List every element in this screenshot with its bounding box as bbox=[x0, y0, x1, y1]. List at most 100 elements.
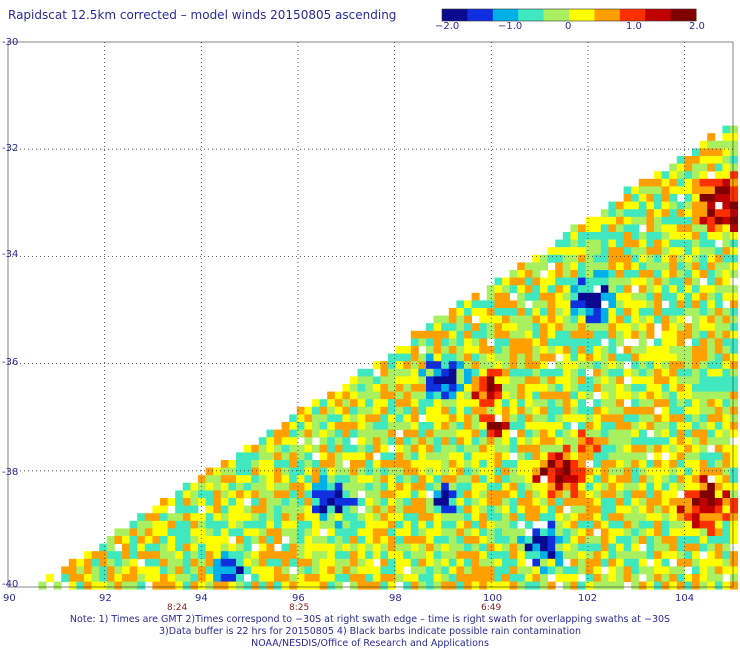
wind-cell bbox=[638, 300, 647, 309]
wind-cell bbox=[380, 490, 389, 499]
wind-cell bbox=[433, 528, 442, 537]
wind-cell bbox=[714, 262, 723, 271]
wind-cell bbox=[471, 406, 480, 415]
wind-cell bbox=[342, 391, 351, 400]
wind-cell bbox=[578, 376, 586, 385]
wind-cell bbox=[661, 406, 670, 415]
wind-cell bbox=[319, 536, 328, 544]
wind-cell bbox=[426, 528, 434, 537]
wind-cell bbox=[585, 558, 594, 567]
wind-cell bbox=[236, 528, 244, 537]
wind-cell bbox=[593, 498, 602, 506]
wind-cell bbox=[692, 528, 700, 537]
wind-cell bbox=[243, 528, 252, 537]
wind-cell bbox=[654, 262, 662, 271]
wind-cell bbox=[152, 520, 161, 529]
wind-cell bbox=[714, 292, 723, 301]
wind-cell bbox=[669, 285, 678, 294]
wind-cell bbox=[395, 513, 404, 522]
wind-cell bbox=[494, 323, 503, 332]
wind-cell bbox=[479, 391, 488, 400]
wind-cell bbox=[517, 285, 526, 294]
wind-cell bbox=[441, 475, 450, 484]
wind-cell bbox=[600, 285, 609, 294]
wind-cell bbox=[600, 209, 609, 218]
wind-cell bbox=[631, 467, 640, 476]
wind-cell bbox=[220, 551, 229, 560]
wind-cell bbox=[395, 490, 404, 499]
wind-cell bbox=[585, 437, 594, 446]
wind-cell bbox=[654, 178, 662, 187]
wind-cell bbox=[714, 505, 723, 514]
wind-cell bbox=[578, 543, 586, 552]
wind-cell bbox=[654, 232, 662, 240]
wind-cell bbox=[547, 300, 556, 309]
wind-cell bbox=[479, 308, 488, 316]
wind-cell bbox=[456, 437, 465, 446]
wind-cell bbox=[547, 277, 556, 286]
wind-cell bbox=[205, 490, 214, 499]
wind-cell bbox=[365, 581, 374, 590]
wind-cell bbox=[616, 460, 624, 468]
wind-cell bbox=[388, 353, 396, 362]
wind-cell bbox=[722, 216, 731, 225]
wind-cell bbox=[243, 444, 252, 453]
wind-cell bbox=[433, 444, 442, 453]
wind-cell bbox=[714, 490, 723, 499]
wind-cell bbox=[570, 239, 579, 248]
wind-cell bbox=[190, 482, 199, 491]
wind-cell bbox=[699, 574, 708, 582]
wind-cell bbox=[692, 216, 700, 225]
wind-cell bbox=[304, 482, 313, 491]
wind-cell bbox=[388, 399, 396, 408]
wind-cell bbox=[616, 498, 624, 506]
wind-cell bbox=[289, 574, 298, 582]
wind-cell bbox=[494, 528, 503, 537]
wind-cell bbox=[600, 216, 609, 225]
wind-cell bbox=[669, 292, 678, 301]
wind-cell bbox=[403, 543, 412, 552]
wind-cell bbox=[714, 566, 723, 575]
wind-cell bbox=[456, 361, 465, 370]
wind-cell bbox=[623, 482, 632, 491]
wind-cell bbox=[433, 437, 442, 446]
wind-cell bbox=[312, 460, 320, 468]
wind-cell bbox=[684, 247, 693, 256]
wind-cell bbox=[654, 505, 662, 514]
wind-cell bbox=[661, 543, 670, 552]
wind-cell bbox=[494, 498, 503, 506]
wind-cell bbox=[692, 277, 700, 286]
wind-cell bbox=[722, 323, 731, 332]
wind-cell bbox=[600, 292, 609, 301]
wind-cell bbox=[357, 422, 366, 430]
wind-cell bbox=[213, 475, 222, 484]
wind-cell bbox=[441, 505, 450, 514]
wind-cell bbox=[692, 194, 700, 202]
wind-cell bbox=[646, 475, 655, 484]
wind-cell bbox=[616, 277, 624, 286]
wind-cell bbox=[304, 490, 313, 499]
wind-cell bbox=[509, 505, 518, 514]
wind-cell bbox=[555, 399, 564, 408]
wind-cell bbox=[502, 444, 510, 453]
wind-cell bbox=[403, 513, 412, 522]
wind-cell bbox=[524, 384, 533, 392]
wind-cell bbox=[684, 444, 693, 453]
wind-cell bbox=[684, 558, 693, 567]
wind-cell bbox=[714, 482, 723, 491]
wind-cell bbox=[182, 490, 191, 499]
wind-cell bbox=[562, 543, 571, 552]
wind-cell bbox=[494, 300, 503, 309]
wind-cell bbox=[692, 156, 700, 164]
wind-cell bbox=[319, 558, 328, 567]
wind-cell bbox=[68, 566, 77, 575]
wind-cell bbox=[236, 467, 244, 476]
wind-cell bbox=[486, 323, 495, 332]
wind-cell bbox=[707, 361, 716, 370]
wind-cell bbox=[365, 399, 374, 408]
wind-cell bbox=[714, 338, 723, 347]
wind-cell bbox=[137, 543, 146, 552]
wind-cell bbox=[509, 513, 518, 522]
wind-cell bbox=[441, 368, 450, 377]
wind-cell bbox=[600, 361, 609, 370]
